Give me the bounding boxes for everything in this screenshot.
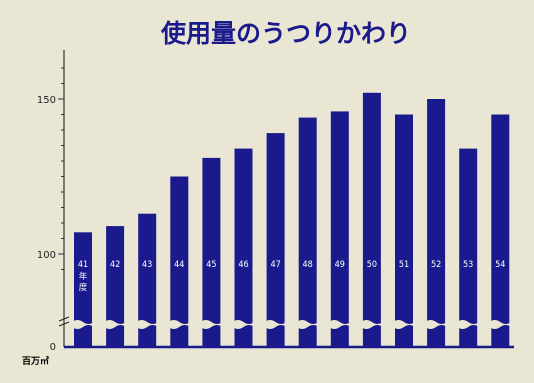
bar-break-53: [457, 320, 480, 329]
axis-break-mark: [58, 316, 70, 327]
bar-48: [298, 117, 317, 347]
bar-label-42: 42: [110, 260, 120, 270]
y-tick-label-0: 0: [50, 342, 56, 353]
bar-46: [234, 148, 253, 347]
bar-52: [427, 99, 446, 347]
bar-47: [266, 133, 285, 347]
bar-break-54: [489, 320, 512, 329]
bar-break-49: [328, 320, 351, 329]
bar-label-44: 44: [174, 260, 184, 270]
bar-label-46: 46: [238, 260, 248, 270]
bar-break-45: [200, 320, 223, 329]
bar-53: [459, 148, 478, 347]
bar-label-51: 51: [399, 260, 409, 270]
bar-42: [106, 226, 125, 347]
y-tick-label-150: 150: [37, 95, 56, 106]
bar-label-47: 47: [270, 260, 280, 270]
bar-label-45: 45: [206, 260, 216, 270]
bar-break-48: [296, 320, 319, 329]
bar-break-44: [168, 320, 191, 329]
bar-break-42: [104, 320, 127, 329]
bar-label-48: 48: [303, 260, 313, 270]
chart-title: 使用量のうつりかわり: [160, 19, 411, 48]
bar-break-50: [360, 320, 383, 329]
bar-54: [491, 114, 510, 347]
bar-break-47: [264, 320, 287, 329]
bar-51: [395, 114, 413, 347]
y-unit-label: 百万㎥: [22, 355, 49, 367]
bar-label-53: 53: [463, 260, 473, 270]
bar-41: [74, 232, 92, 347]
bar-label-43: 43: [142, 260, 152, 270]
bar-43: [138, 213, 157, 347]
y-tick-label-100: 100: [37, 250, 56, 261]
bar-label-49: 49: [335, 260, 345, 270]
bar-label-54: 54: [495, 260, 505, 270]
chart-bars: [72, 92, 512, 348]
bar-label-suffix: 度: [79, 282, 88, 293]
bar-label-41: 41: [78, 260, 88, 270]
bar-break-43: [136, 320, 159, 329]
bar-label-suffix: 年: [79, 271, 88, 282]
bar-44: [170, 176, 189, 347]
bar-break-52: [425, 320, 448, 329]
bar-45: [202, 157, 221, 347]
bar-break-51: [393, 320, 415, 329]
bar-break-41: [72, 320, 94, 329]
bar-break-46: [232, 320, 255, 329]
bar-label-52: 52: [431, 260, 441, 270]
bar-49: [330, 111, 349, 348]
bar-50: [362, 92, 381, 347]
bar-label-50: 50: [367, 260, 377, 270]
